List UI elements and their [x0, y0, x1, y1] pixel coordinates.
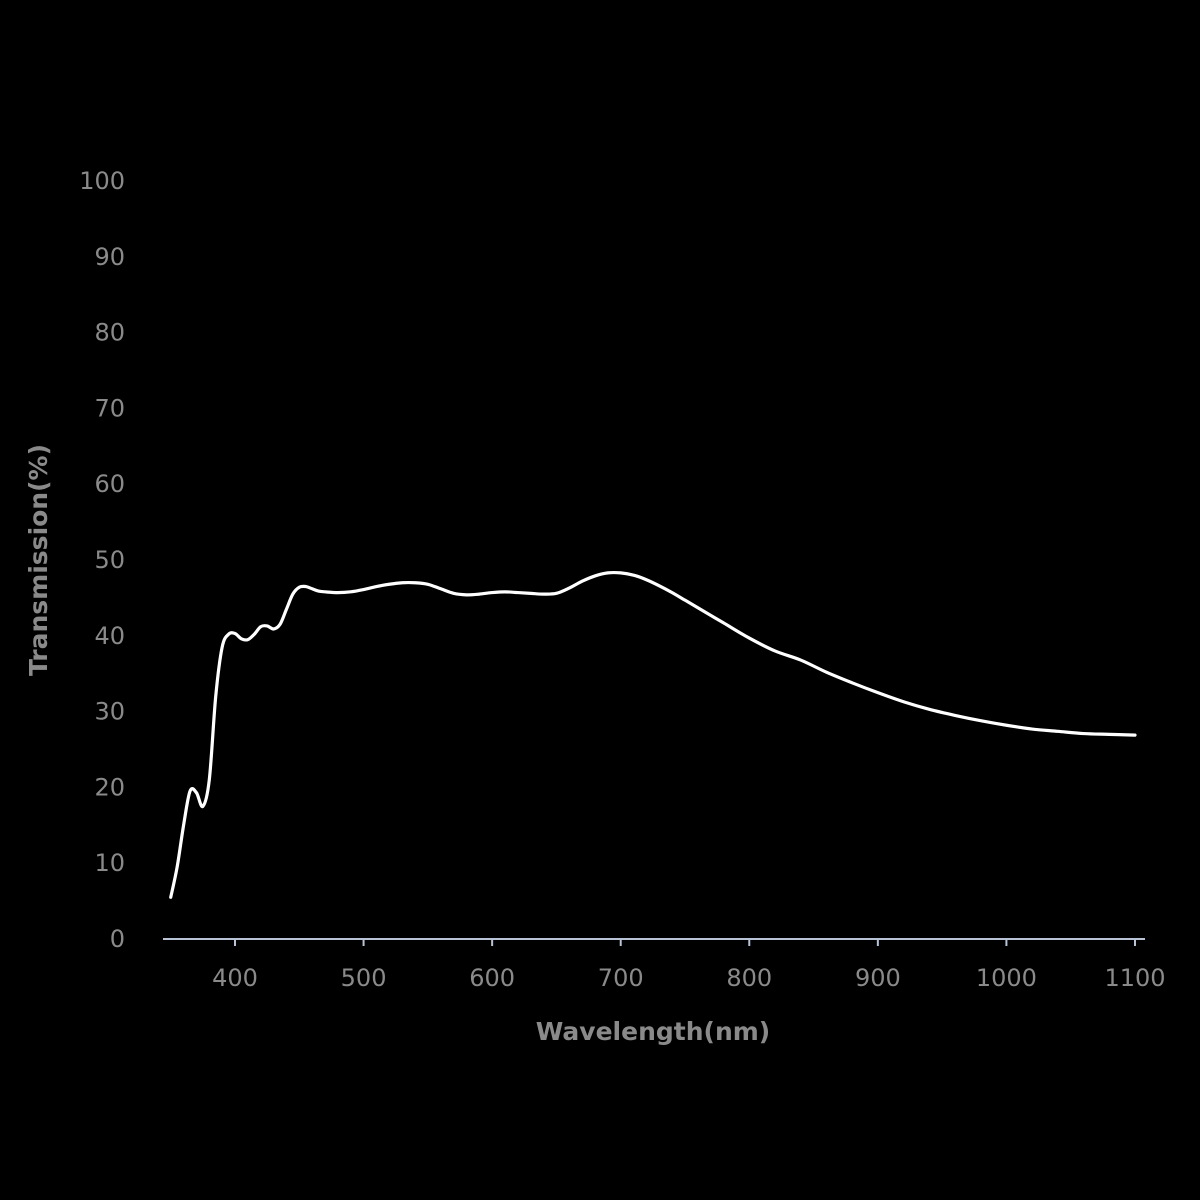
y-axis-title: Transmission(%): [24, 444, 53, 676]
x-axis-tick-marks: [234, 939, 1136, 946]
x-tick-label: 800: [726, 964, 772, 992]
y-tick-label: 100: [79, 167, 125, 195]
y-tick-label: 80: [94, 319, 125, 347]
x-tick-label: 1100: [1104, 964, 1165, 992]
y-tick-label: 0: [110, 925, 125, 953]
y-tick-label: 50: [94, 546, 125, 574]
x-tick-label: 600: [469, 964, 515, 992]
x-tick-label: 400: [212, 964, 258, 992]
transmission-curve: [169, 570, 1137, 899]
y-tick-label: 40: [94, 622, 125, 650]
y-tick-label: 20: [94, 773, 125, 801]
y-tick-label: 70: [94, 394, 125, 422]
y-tick-label: 30: [94, 698, 125, 726]
y-axis-tick-labels: 0 10 20 30 40 50 60 70 80 90 100: [79, 167, 125, 953]
x-axis-tick-labels: 400 500 600 700 800 900 1000 1100: [212, 964, 1165, 992]
x-tick-label: 500: [341, 964, 387, 992]
x-tick-label: 900: [855, 964, 901, 992]
y-tick-label: 90: [94, 243, 125, 271]
y-tick-label: 60: [94, 470, 125, 498]
x-tick-label: 1000: [976, 964, 1037, 992]
x-tick-label: 700: [598, 964, 644, 992]
y-tick-label: 10: [94, 849, 125, 877]
x-axis-title: Wavelength(nm): [536, 1017, 770, 1046]
